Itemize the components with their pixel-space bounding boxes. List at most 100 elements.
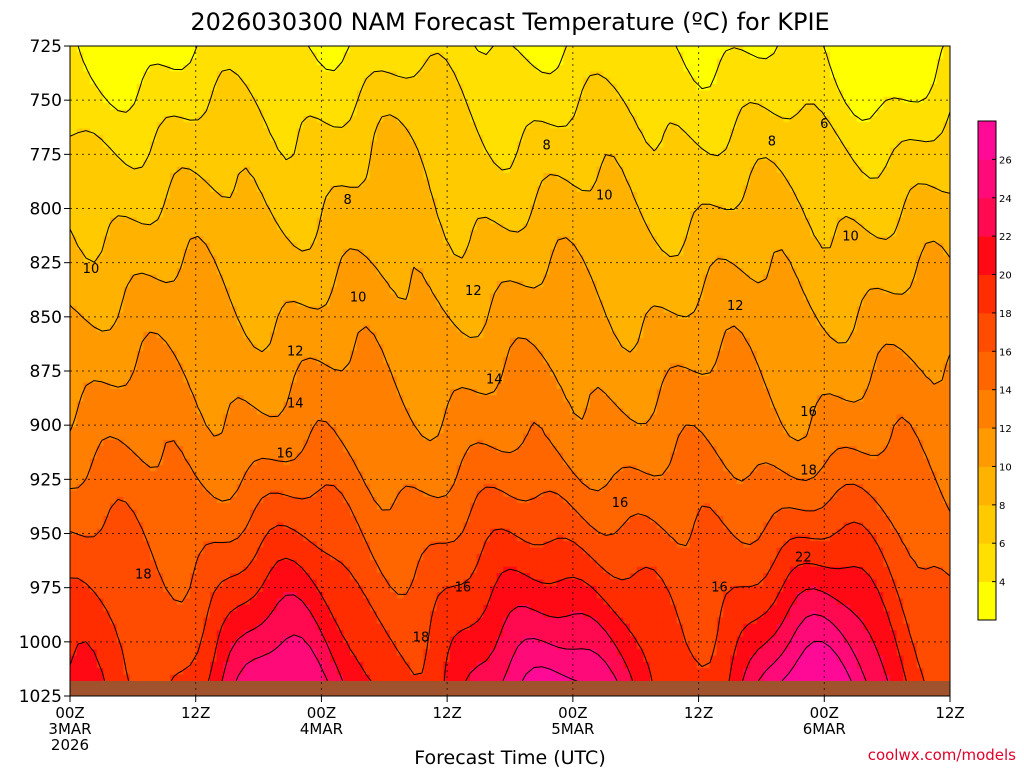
- temperature-cell: [250, 242, 258, 250]
- temperature-cell: [196, 192, 204, 199]
- temperature-cell: [803, 261, 811, 269]
- temperature-cell: [910, 134, 918, 142]
- temperature-cell: [790, 166, 798, 174]
- temperature-cell: [623, 274, 631, 282]
- temperature-cell: [670, 242, 678, 250]
- temperature-cell: [123, 198, 131, 206]
- temperature-cell: [70, 134, 78, 142]
- temperature-cell: [743, 223, 751, 231]
- temperature-cell: [290, 274, 298, 282]
- temperature-cell: [370, 128, 378, 136]
- temperature-cell: [103, 179, 111, 187]
- temperature-cell: [743, 280, 751, 288]
- temperature-cell: [523, 280, 531, 288]
- temperature-cell: [670, 109, 678, 117]
- temperature-cell: [510, 179, 518, 187]
- temperature-cell: [343, 274, 351, 282]
- temperature-cell: [476, 185, 484, 193]
- temperature-cell: [103, 71, 111, 79]
- temperature-cell: [390, 103, 398, 111]
- temperature-cell: [876, 52, 884, 60]
- temperature-cell: [256, 173, 264, 180]
- temperature-cell: [116, 198, 124, 206]
- temperature-cell: [396, 236, 404, 244]
- temperature-cell: [903, 173, 911, 180]
- temperature-cell: [443, 268, 451, 276]
- temperature-cell: [436, 280, 444, 288]
- temperature-cell: [510, 185, 518, 193]
- temperature-cell: [143, 255, 151, 263]
- temperature-cell: [83, 128, 91, 136]
- temperature-cell: [843, 52, 851, 60]
- temperature-cell: [310, 211, 318, 219]
- temperature-cell: [676, 65, 684, 72]
- temperature-cell: [916, 173, 924, 180]
- temperature-cell: [670, 96, 678, 104]
- temperature-cell: [670, 173, 678, 180]
- temperature-cell: [323, 261, 331, 269]
- temperature-cell: [436, 58, 444, 66]
- temperature-cell: [810, 115, 818, 123]
- temperature-cell: [263, 173, 271, 180]
- temperature-cell: [703, 71, 711, 79]
- temperature-cell: [716, 128, 724, 136]
- temperature-cell: [316, 96, 324, 104]
- temperature-cell: [263, 236, 271, 244]
- temperature-cell: [356, 230, 364, 238]
- temperature-cell: [710, 166, 718, 174]
- temperature-cell: [696, 153, 704, 161]
- temperature-cell: [623, 198, 631, 206]
- temperature-cell: [96, 65, 104, 72]
- temperature-cell: [583, 280, 591, 288]
- temperature-cell: [123, 153, 131, 161]
- temperature-cell: [203, 280, 211, 288]
- temperature-cell: [156, 185, 164, 193]
- temperature-cell: [536, 128, 544, 136]
- temperature-cell: [576, 173, 584, 180]
- temperature-cell: [903, 147, 911, 155]
- temperature-cell: [683, 166, 691, 174]
- temperature-cell: [590, 141, 598, 149]
- temperature-cell: [490, 46, 498, 53]
- temperature-cell: [836, 255, 844, 263]
- temperature-cell: [76, 185, 84, 193]
- temperature-cell: [896, 255, 904, 263]
- temperature-cell: [196, 58, 204, 66]
- temperature-cell: [916, 230, 924, 238]
- temperature-cell: [130, 236, 138, 244]
- temperature-cell: [403, 268, 411, 276]
- temperature-cell: [496, 84, 504, 92]
- temperature-cell: [356, 65, 364, 72]
- temperature-cell: [270, 179, 278, 187]
- temperature-cell: [176, 192, 184, 199]
- temperature-cell: [643, 179, 651, 187]
- temperature-cell: [936, 90, 944, 98]
- temperature-cell: [256, 230, 264, 238]
- temperature-cell: [736, 173, 744, 180]
- temperature-cell: [790, 77, 798, 85]
- temperature-cell: [883, 166, 891, 174]
- temperature-cell: [263, 242, 271, 250]
- temperature-cell: [616, 198, 624, 206]
- temperature-cell: [510, 90, 518, 98]
- temperature-cell: [370, 211, 378, 219]
- temperature-cell: [416, 134, 424, 142]
- temperature-cell: [870, 223, 878, 231]
- temperature-cell: [230, 147, 238, 155]
- temperature-cell: [730, 84, 738, 92]
- temperature-cell: [156, 58, 164, 66]
- temperature-cell: [716, 268, 724, 276]
- temperature-cell: [423, 122, 431, 130]
- temperature-cell: [490, 223, 498, 231]
- temperature-cell: [90, 249, 98, 257]
- temperature-cell: [903, 230, 911, 238]
- temperature-cell: [303, 46, 311, 53]
- temperature-cell: [716, 242, 724, 250]
- temperature-cell: [930, 268, 938, 276]
- temperature-cell: [610, 77, 618, 85]
- temperature-cell: [343, 103, 351, 111]
- temperature-cell: [923, 84, 931, 92]
- temperature-cell: [276, 153, 284, 161]
- temperature-cell: [96, 179, 104, 187]
- temperature-cell: [270, 173, 278, 180]
